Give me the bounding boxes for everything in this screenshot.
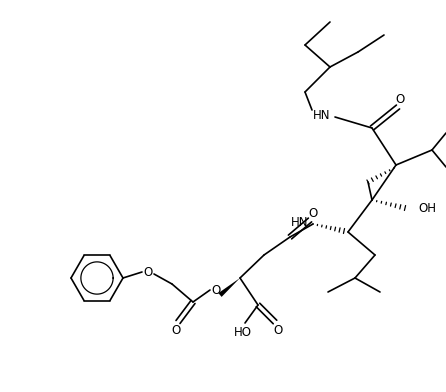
Text: O: O <box>143 265 153 278</box>
Text: OH: OH <box>418 201 436 214</box>
Text: HO: HO <box>234 325 252 339</box>
Text: HN: HN <box>291 216 309 229</box>
Text: O: O <box>308 207 318 220</box>
Polygon shape <box>219 278 240 297</box>
Text: HN: HN <box>313 109 331 122</box>
Text: O: O <box>171 325 181 338</box>
Text: O: O <box>211 283 221 296</box>
Text: O: O <box>395 93 405 105</box>
Text: O: O <box>273 323 283 336</box>
